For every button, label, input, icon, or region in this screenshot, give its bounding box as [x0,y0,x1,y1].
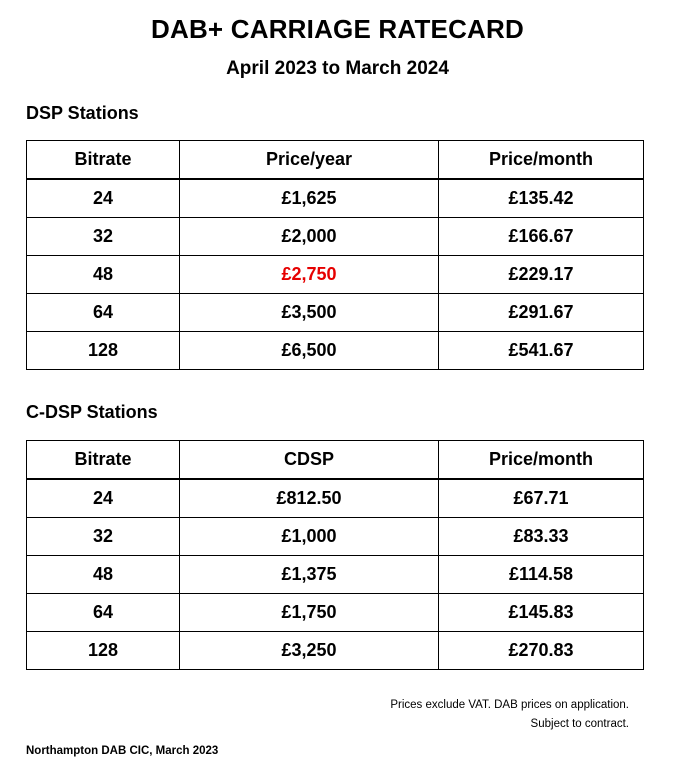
column-header: Price/month [438,440,644,480]
bitrate-cell: 24 [26,478,180,518]
price-year-cell: £1,625 [179,178,439,218]
table-row: 24 £812.50 £67.71 [26,478,644,518]
bitrate-cell: 24 [26,178,180,218]
price-month-cell: £135.42 [438,178,644,218]
cdsp-price-cell: £1,000 [179,517,439,556]
page-title: DAB+ CARRIAGE RATECARD [151,14,524,44]
cdsp-price-cell: £3,250 [179,631,439,670]
price-year-cell-highlighted: £2,750 [179,255,439,294]
table-row: 32 £1,000 £83.33 [26,517,644,556]
price-month-cell: £270.83 [438,631,644,670]
bitrate-cell: 48 [26,255,180,294]
price-month-cell: £83.33 [438,517,644,556]
price-year-cell: £2,000 [179,217,439,256]
bitrate-cell: 64 [26,593,180,632]
price-month-cell: £166.67 [438,217,644,256]
footer-credit: Northampton DAB CIC, March 2023 [26,745,219,757]
table-row: 24 £1,625 £135.42 [26,178,644,218]
cdsp-rate-table: Bitrate CDSP Price/month 24 £812.50 £67.… [26,440,644,670]
column-header: Price/year [179,140,439,180]
table-row: 64 £3,500 £291.67 [26,293,644,332]
cdsp-price-cell: £812.50 [179,478,439,518]
table-row: 48 £2,750 £229.17 [26,255,644,294]
cdsp-section-label: C-DSP Stations [26,402,158,422]
cdsp-price-cell: £1,375 [179,555,439,594]
column-header: Bitrate [26,140,180,180]
contract-note: Subject to contract. [530,718,629,730]
price-month-cell: £114.58 [438,555,644,594]
bitrate-cell: 128 [26,331,180,370]
bitrate-cell: 64 [26,293,180,332]
column-header: CDSP [179,440,439,480]
bitrate-cell: 48 [26,555,180,594]
column-header: Price/month [438,140,644,180]
table-row: 128 £6,500 £541.67 [26,331,644,370]
price-month-cell: £229.17 [438,255,644,294]
price-month-cell: £541.67 [438,331,644,370]
dsp-rate-table: Bitrate Price/year Price/month 24 £1,625… [26,140,644,370]
column-header: Bitrate [26,440,180,480]
vat-note: Prices exclude VAT. DAB prices on applic… [390,699,629,711]
table-row: 32 £2,000 £166.67 [26,217,644,256]
price-month-cell: £291.67 [438,293,644,332]
table-header-row: Bitrate CDSP Price/month [26,440,644,480]
table-row: 48 £1,375 £114.58 [26,555,644,594]
bitrate-cell: 32 [26,217,180,256]
price-month-cell: £145.83 [438,593,644,632]
table-header-row: Bitrate Price/year Price/month [26,140,644,180]
dsp-section-label: DSP Stations [26,103,139,123]
bitrate-cell: 128 [26,631,180,670]
price-year-cell: £6,500 [179,331,439,370]
table-row: 64 £1,750 £145.83 [26,593,644,632]
price-year-cell: £3,500 [179,293,439,332]
table-row: 128 £3,250 £270.83 [26,631,644,670]
bitrate-cell: 32 [26,517,180,556]
price-month-cell: £67.71 [438,478,644,518]
page-subtitle: April 2023 to March 2024 [226,58,449,79]
cdsp-price-cell: £1,750 [179,593,439,632]
